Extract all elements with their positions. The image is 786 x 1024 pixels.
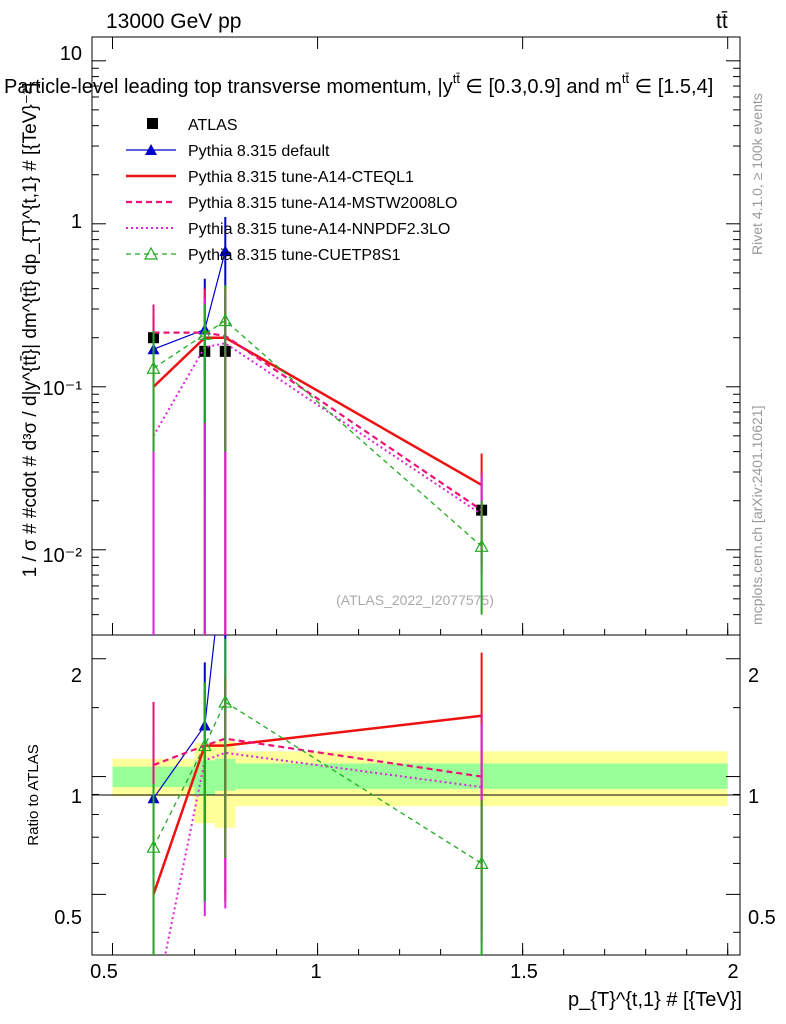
series-line [153, 319, 483, 547]
y-tick-label-10: 10 [60, 43, 82, 65]
y-tick-label-1e-1: 10⁻¹ [43, 378, 83, 400]
process-label: tt̄ [716, 10, 728, 33]
analysis-watermark: (ATLAS_2022_I2077575) [336, 592, 494, 608]
x-tick-label-0.5: 0.5 [90, 961, 118, 983]
series-line [152, 336, 483, 487]
data-point [219, 245, 232, 257]
x-tick-label-1: 1 [310, 961, 321, 983]
data-point [197, 327, 212, 340]
ratio-line [152, 701, 482, 864]
legend-entry-4: Pythia 8.315 tune-A14-NNPDF2.3LO [126, 221, 450, 238]
legend: ATLAS Pythia 8.315 default Pythia 8.315 tu… [126, 117, 457, 264]
legend-marker [145, 144, 157, 155]
series-line [152, 342, 483, 516]
ratio-tick-label-1-right: 1 [748, 786, 759, 808]
y-tick-label-1e-2: 10⁻² [43, 545, 83, 567]
series-pythia-8-315-tune-cuetp8s1 [146, 285, 489, 615]
y-axis-label-ratio: Ratio to ATLAS [25, 744, 42, 845]
legend-label: Pythia 8.315 tune-A14-MSTW2008LO [188, 195, 457, 212]
legend-label: ATLAS [188, 117, 238, 134]
ratio-tick-label-2-left: 2 [71, 665, 82, 687]
legend-entry-2: Pythia 8.315 tune-A14-CTEQL1 [126, 169, 414, 186]
ratio-tick-label-1-left: 1 [71, 786, 82, 808]
legend-entry-3: Pythia 8.315 tune-A14-MSTW2008LO [126, 195, 457, 212]
ratio-point [218, 694, 233, 708]
rivet-version-text: Rivet 4.1.0, ≥ 100k events [749, 93, 765, 255]
ratio-point [197, 738, 212, 752]
ratio-line [152, 714, 482, 895]
legend-label: Pythia 8.315 default [188, 143, 330, 160]
data-point [146, 360, 161, 374]
legend-label: Pythia 8.315 tune-A14-NNPDF2.3LO [188, 221, 450, 238]
ratio-line [153, 737, 482, 778]
legend-label: Pythia 8.315 tune-CUETP8S1 [188, 247, 401, 264]
series-pythia-8-315-default [147, 217, 232, 374]
x-tick-label-1.5: 1.5 [510, 961, 538, 983]
plot-title: Particle-level leading top transverse mo… [4, 71, 713, 98]
data-point [474, 539, 489, 552]
x-tick-label-2: 2 [727, 961, 738, 983]
series-atlas [148, 288, 488, 526]
legend-marker [147, 118, 158, 129]
legend-entry-5: Pythia 8.315 tune-CUETP8S1 [126, 246, 401, 264]
ratio-tick-label-0.5-left: 0.5 [54, 907, 82, 929]
ratio-tick-label-0.5-right: 0.5 [748, 907, 776, 929]
ratio-point [474, 856, 489, 869]
legend-entry-1: Pythia 8.315 default [126, 143, 330, 160]
axis-ticks [92, 37, 740, 955]
ratio-point [146, 839, 161, 853]
legend-label: Pythia 8.315 tune-A14-CTEQL1 [188, 169, 414, 186]
main-series [146, 217, 489, 635]
x-axis-label: p_{T}^{t,1} # [{TeV}] [568, 989, 742, 1011]
ratio-pythia-8-315-tune-cuetp8s1 [146, 638, 489, 955]
legend-marker [143, 246, 159, 260]
data-point [218, 313, 233, 327]
mcplots-reference-text: mcplots.cern.ch [arXiv:2401.10621] [749, 406, 765, 625]
energy-label: 13000 GeV pp [106, 10, 241, 33]
series-line [153, 331, 483, 512]
y-tick-label-1: 1 [71, 211, 82, 233]
legend-entry-0: ATLAS [147, 117, 238, 134]
ratio-tick-label-2-right: 2 [748, 665, 759, 687]
ratio-series [146, 635, 489, 955]
y-axis-label-main: 1 / σ # #cdot # d³σ / d|y^{tt̄}| dm^{tt̄… [20, 83, 41, 578]
